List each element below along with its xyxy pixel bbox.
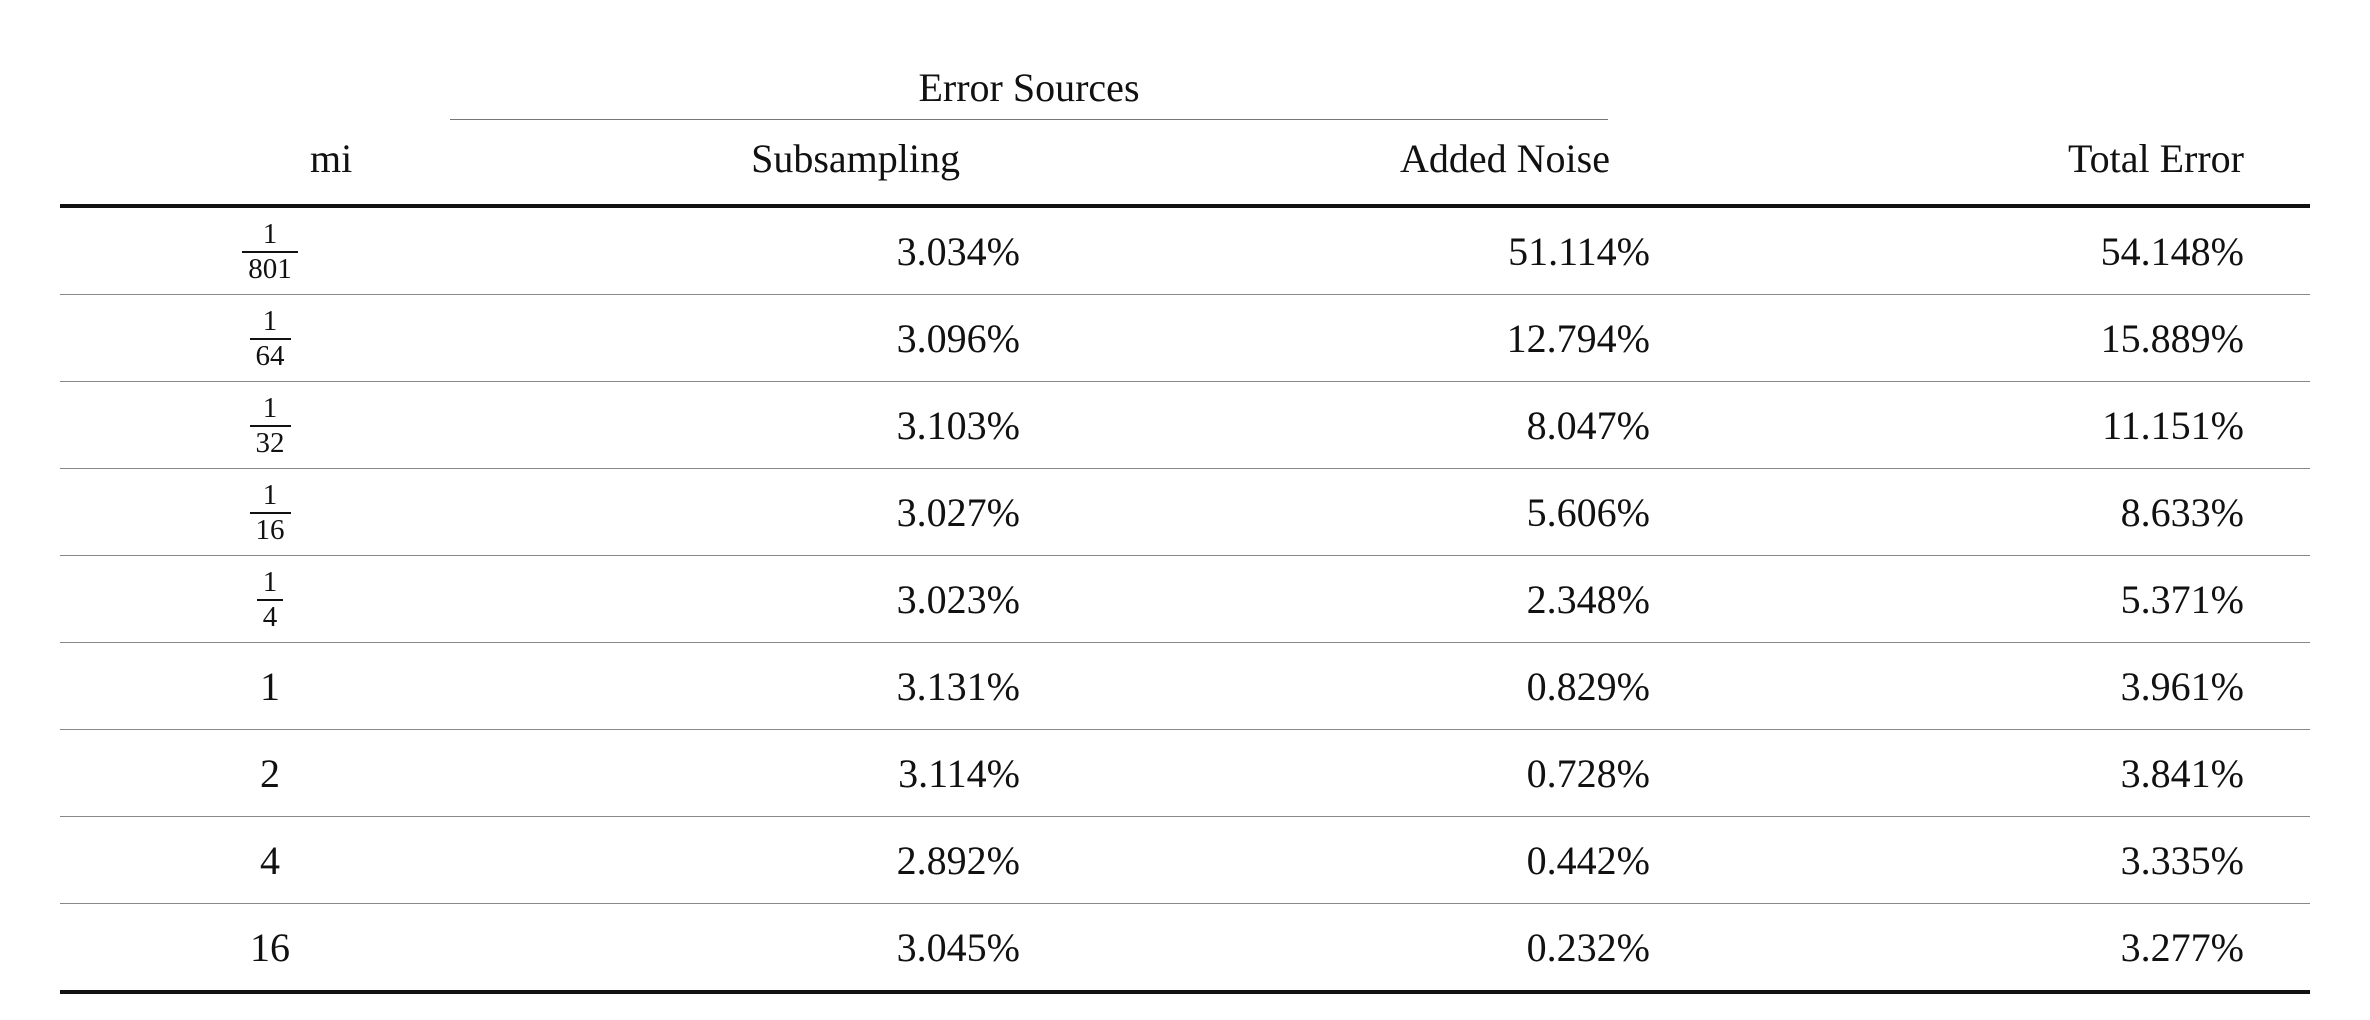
- cell-total-error: 5.371%: [2120, 576, 2244, 622]
- cell-subsampling: 3.103%: [896, 402, 1020, 448]
- table-row: 1 32 3.103% 8.047% 11.151%: [60, 382, 2310, 468]
- group-header-rule: [450, 119, 1608, 120]
- cell-total-error: 11.151%: [2102, 402, 2244, 448]
- table-row: 1 64 3.096% 12.794% 15.889%: [60, 295, 2310, 381]
- cell-subsampling: 3.023%: [896, 576, 1020, 622]
- header-total-error: Total Error: [2067, 136, 2244, 181]
- cell-added-noise: 51.114%: [1508, 228, 1650, 274]
- cell-added-noise: 0.442%: [1526, 837, 1650, 883]
- row-separator: [60, 642, 2310, 643]
- table-row: 2 3.114% 0.728% 3.841%: [60, 730, 2310, 816]
- cell-total-error: 3.277%: [2120, 924, 2244, 970]
- cell-mi: 1 64: [145, 295, 395, 381]
- cell-total-error: 8.633%: [2120, 489, 2244, 535]
- fraction-denominator: 16: [249, 511, 291, 545]
- table-row: 1 3.131% 0.829% 3.961%: [60, 643, 2310, 729]
- cell-added-noise: 5.606%: [1526, 489, 1650, 535]
- fraction-denominator: 801: [242, 250, 298, 284]
- header-added-noise: Added Noise: [1400, 136, 1610, 181]
- fraction-denominator: 32: [249, 424, 291, 458]
- fraction: 1 64: [249, 304, 291, 371]
- cell-subsampling: 3.131%: [896, 663, 1020, 709]
- fraction: 1 32: [249, 391, 291, 458]
- table-row: 1 16 3.027% 5.606% 8.633%: [60, 469, 2310, 555]
- row-separator: [60, 555, 2310, 556]
- cell-total-error: 3.841%: [2120, 750, 2244, 796]
- row-separator: [60, 381, 2310, 382]
- cell-subsampling: 3.034%: [896, 228, 1020, 274]
- cell-added-noise: 0.829%: [1526, 663, 1650, 709]
- table-row: 4 2.892% 0.442% 3.335%: [60, 817, 2310, 903]
- cell-total-error: 3.335%: [2120, 837, 2244, 883]
- cell-total-error: 15.889%: [2100, 315, 2244, 361]
- cell-subsampling: 2.892%: [896, 837, 1020, 883]
- fraction-numerator: 1: [262, 217, 278, 250]
- cell-subsampling: 3.045%: [896, 924, 1020, 970]
- cell-total-error: 3.961%: [2120, 663, 2244, 709]
- cell-mi: 1 32: [145, 382, 395, 468]
- header-mi: mi: [310, 136, 353, 181]
- cell-total-error: 54.148%: [2100, 228, 2244, 274]
- cell-mi: 1 16: [145, 469, 395, 555]
- row-separator: [60, 903, 2310, 904]
- cell-mi: 16: [250, 924, 290, 970]
- cell-added-noise: 0.232%: [1526, 924, 1650, 970]
- cell-added-noise: 2.348%: [1526, 576, 1650, 622]
- fraction: 1 801: [242, 219, 298, 284]
- cell-mi: 1: [260, 663, 280, 709]
- fraction: 1 16: [249, 478, 291, 545]
- table-row: 1 4 3.023% 2.348% 5.371%: [60, 556, 2310, 642]
- fraction-numerator: 1: [262, 304, 278, 337]
- bottom-rule: [60, 990, 2310, 994]
- group-header-error-sources: Error Sources: [918, 65, 1140, 110]
- row-separator: [60, 729, 2310, 730]
- fraction-denominator: 64: [249, 337, 291, 371]
- fraction-denominator: 4: [256, 598, 284, 632]
- cell-subsampling: 3.027%: [896, 489, 1020, 535]
- fraction-numerator: 1: [262, 391, 278, 424]
- row-separator: [60, 816, 2310, 817]
- row-separator: [60, 294, 2310, 295]
- cell-subsampling: 3.096%: [896, 315, 1020, 361]
- cell-mi: 2: [260, 750, 280, 796]
- cell-added-noise: 8.047%: [1526, 402, 1650, 448]
- row-separator: [60, 468, 2310, 469]
- cell-mi: 1 801: [145, 208, 395, 294]
- fraction-numerator: 1: [262, 478, 278, 511]
- fraction-numerator: 1: [262, 565, 278, 598]
- header-rule: [60, 204, 2310, 208]
- cell-added-noise: 12.794%: [1506, 315, 1650, 361]
- table-row: 1 801 3.034% 51.114% 54.148%: [60, 208, 2310, 294]
- cell-mi: 4: [260, 837, 280, 883]
- header-subsampling: Subsampling: [751, 136, 960, 181]
- cell-added-noise: 0.728%: [1526, 750, 1650, 796]
- table-row: 16 3.045% 0.232% 3.277%: [60, 904, 2310, 990]
- cell-subsampling: 3.114%: [898, 750, 1020, 796]
